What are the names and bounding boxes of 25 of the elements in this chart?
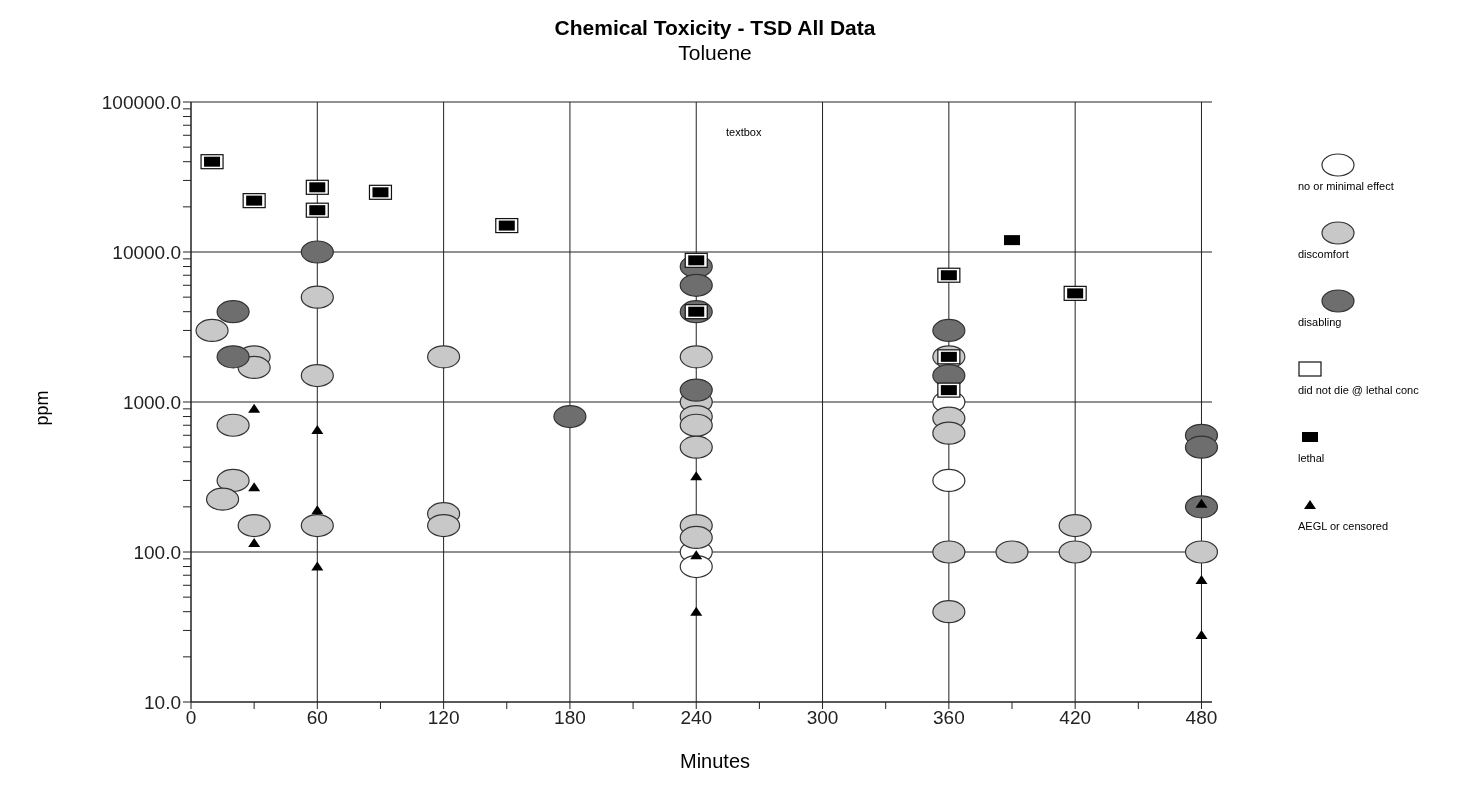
x-tick-label: 300 xyxy=(806,707,839,729)
legend-label: lethal xyxy=(1298,452,1326,464)
x-tick-label: 180 xyxy=(554,707,586,729)
x-tick-label: 360 xyxy=(933,707,965,729)
y-axis-title: ppm xyxy=(31,390,53,426)
x-tick-label: 0 xyxy=(185,707,197,729)
y-tick-label: 1000.0 xyxy=(122,391,181,413)
legend-label: disabling xyxy=(1298,316,1343,328)
x-tick-label: 120 xyxy=(427,707,460,729)
annotation: textbox xyxy=(726,126,762,138)
x-tick-label: 480 xyxy=(1185,707,1218,729)
y-tick-label: 100000.0 xyxy=(101,91,181,113)
x-tick-label: 420 xyxy=(1059,707,1092,729)
legend-label: did not die @ lethal conc xyxy=(1298,384,1420,396)
x-tick-label: 240 xyxy=(680,707,713,729)
legend-label: discomfort xyxy=(1298,248,1350,260)
x-axis-title: Minutes xyxy=(679,750,751,773)
x-tick-label: 60 xyxy=(306,707,328,729)
legend-label: no or minimal effect xyxy=(1298,180,1395,192)
chart-title: Chemical Toxicity - TSD All Data xyxy=(553,16,877,40)
y-tick-label: 100.0 xyxy=(133,541,181,563)
y-tick-label: 10000.0 xyxy=(112,241,181,263)
chart-subtitle: Toluene xyxy=(677,41,753,65)
legend-label: AEGL or censored xyxy=(1298,520,1390,532)
y-tick-label: 10.0 xyxy=(144,691,181,713)
